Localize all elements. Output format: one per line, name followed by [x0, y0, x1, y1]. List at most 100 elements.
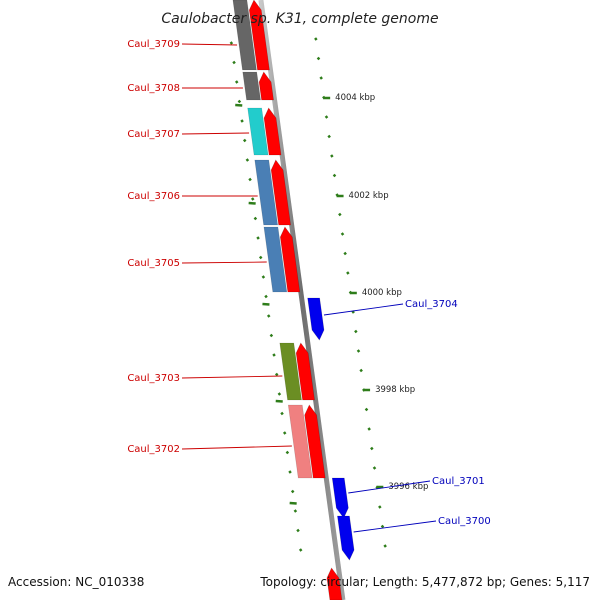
ruler-tick [316, 56, 321, 61]
major-tick [289, 501, 297, 505]
cog-ring [232, 0, 313, 479]
label-leader [181, 445, 292, 450]
map-title: Caulobacter sp. K31, complete genome [161, 11, 438, 27]
ruler-tick [274, 372, 279, 377]
major-tick [235, 103, 243, 107]
ruler-tick [330, 154, 334, 158]
reverse-cds-ring [307, 297, 355, 561]
kbp-label: 4004 kbp [335, 93, 375, 103]
kbp-label: 3996 kbp [388, 482, 428, 492]
gene-labels: Caul_3709 Caul_3708 Caul_3707 Caul_3706 Caul… [127, 39, 491, 533]
gene-label[interactable]: Caul_3706 [127, 191, 180, 202]
gene-label[interactable]: Caul_3708 [127, 83, 180, 94]
inner-ruler-ticks [229, 41, 303, 552]
ruler-tick [232, 60, 236, 65]
major-tick [275, 399, 283, 403]
ruler-tick [340, 232, 345, 236]
ruler-tick [372, 466, 377, 470]
label-leader [353, 520, 437, 533]
kbp-label: 4002 kbp [349, 191, 389, 201]
ruler-tick [264, 294, 268, 299]
label-leader [323, 303, 404, 316]
ruler-tick [250, 197, 255, 201]
gene-label[interactable]: Caul_3707 [127, 129, 180, 140]
ruler-tick [314, 37, 318, 41]
gene-label[interactable]: Caul_3701 [432, 476, 485, 487]
reverse-cds-arrow [307, 297, 325, 341]
cog-block [242, 71, 261, 101]
gene-label[interactable]: Caul_3703 [127, 373, 180, 384]
backbone-line [258, 0, 346, 600]
ruler-tick [285, 450, 290, 455]
genome-backbone [258, 0, 346, 600]
ruler-tick [242, 138, 247, 143]
cog-block [232, 0, 257, 71]
ruler-tick [272, 353, 276, 357]
ruler-tick [378, 505, 382, 509]
gene-label[interactable]: Caul_3702 [127, 444, 180, 455]
ruler-tick [354, 329, 358, 334]
ruler-tick [332, 173, 337, 178]
gene-label[interactable]: Caul_3704 [405, 299, 458, 310]
ruler-tick [288, 470, 292, 474]
cog-block [263, 226, 288, 293]
ruler-tick [293, 509, 298, 513]
ruler-tick [269, 333, 274, 338]
major-tick [248, 201, 256, 205]
ruler-tick [380, 524, 385, 529]
forward-cds-arrow [248, 0, 270, 71]
ruler-tick [261, 275, 266, 279]
ruler-tick [370, 446, 374, 451]
topology-text: Topology: circular; Length: 5,477,872 bp… [259, 575, 590, 589]
forward-cds-arrow [304, 404, 326, 479]
forward-cds-arrow [279, 226, 301, 293]
ruler-tick [346, 271, 350, 275]
forward-cds-arrow [263, 107, 282, 156]
label-leader [348, 480, 431, 494]
ruler-tick [383, 544, 387, 548]
ruler-tick [245, 158, 250, 162]
reverse-cds-arrow [331, 477, 349, 519]
cog-block [287, 404, 313, 479]
kbp-label: 3998 kbp [375, 385, 415, 395]
reverse-cds-arrow [337, 515, 355, 561]
ruler-tick [248, 177, 252, 182]
ruler-tick [266, 314, 271, 318]
ruler-tick [256, 236, 260, 240]
ruler-tick [240, 119, 244, 123]
gene-label[interactable]: Caul_3709 [127, 39, 180, 50]
cog-block [247, 107, 269, 156]
ruler-tick [364, 407, 369, 412]
ruler-tick [229, 41, 234, 45]
ruler-tick [324, 115, 329, 119]
forward-cds-arrow [295, 342, 315, 401]
ruler-tick [338, 212, 342, 217]
ruler-tick [237, 99, 242, 104]
forward-cds-arrow [270, 159, 292, 226]
ruler-tick [343, 251, 347, 256]
ruler-tick [258, 255, 263, 260]
forward-cds-ring [248, 0, 343, 600]
label-leader [181, 132, 250, 135]
kbp-label: 4000 kbp [362, 288, 402, 298]
label-leader [181, 261, 267, 264]
major-tick [262, 302, 270, 306]
forward-cds-arrow [258, 71, 274, 101]
ruler-tick [277, 392, 282, 396]
ruler-tick [298, 548, 303, 552]
ruler-tick [282, 431, 287, 435]
ruler-tick [296, 528, 300, 533]
ruler-tick [253, 216, 258, 221]
gene-label[interactable]: Caul_3700 [438, 516, 491, 527]
forward-cds-arrow [326, 567, 343, 600]
ruler-tick [359, 368, 363, 373]
cog-block [279, 342, 302, 401]
ruler-tick [327, 134, 331, 139]
cog-block [254, 159, 279, 226]
ruler-tick [280, 411, 284, 416]
kbp-scale: 4004 kbp 4002 kbp 4000 kbp 3998 kbp 3996 kbp [323, 93, 428, 492]
label-leader [181, 375, 283, 379]
accession-text: Accession: NC_010338 [8, 575, 144, 589]
ruler-tick [356, 349, 361, 353]
gene-label[interactable]: Caul_3705 [127, 258, 180, 269]
